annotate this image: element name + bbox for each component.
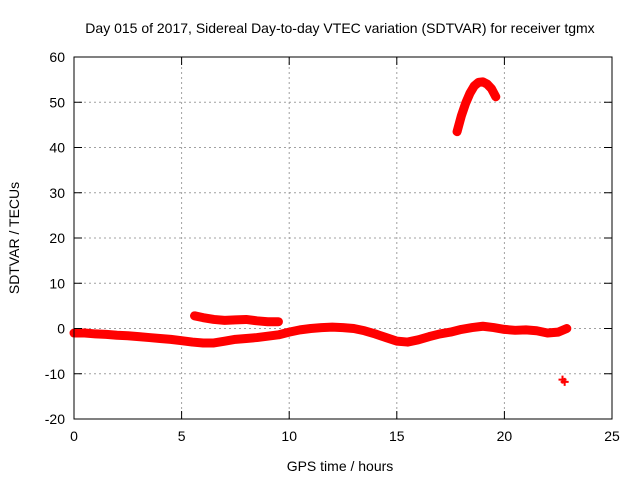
data-point: [134, 332, 143, 341]
data-point: [521, 325, 530, 334]
series-line: [452, 77, 501, 137]
y-tick-label: 30: [49, 185, 65, 201]
y-tick-label: -10: [45, 366, 65, 382]
data-point: [328, 323, 337, 332]
data-point: [274, 330, 283, 339]
series-isolated: [558, 375, 569, 386]
data-point: [145, 333, 154, 342]
data-point: [392, 337, 401, 346]
data-point: [263, 317, 272, 326]
grid: [74, 57, 612, 419]
y-tick-label: 20: [49, 230, 65, 246]
series-upper-segment: [190, 311, 283, 327]
data-point: [425, 332, 434, 341]
axis-ticks: -20 -10 0 10 20 30 40 50 60 0 5 10 15 20 25: [45, 49, 620, 444]
data-point: [532, 326, 541, 335]
data-point: [470, 81, 479, 90]
data-point: [199, 338, 208, 347]
data-point: [156, 334, 165, 343]
data-point: [478, 322, 487, 331]
x-tick-label: 25: [604, 428, 620, 444]
data-point: [317, 323, 326, 332]
chart-title: Day 015 of 2017, Sidereal Day-to-day VTE…: [85, 20, 594, 36]
data-point: [231, 315, 240, 324]
data-point: [242, 315, 251, 324]
x-axis-label: GPS time / hours: [287, 458, 394, 474]
data-point: [263, 332, 272, 341]
data-point: [457, 111, 466, 120]
data-point: [483, 80, 492, 89]
data-point: [295, 325, 304, 334]
data-point: [461, 99, 470, 108]
data-point: [453, 127, 462, 136]
data-point: [414, 335, 423, 344]
data-point: [252, 333, 261, 342]
data-point: [242, 334, 251, 343]
data-point: [465, 89, 474, 98]
data-point: [562, 324, 571, 333]
data-point: [457, 325, 466, 334]
series-arc: [452, 77, 501, 137]
x-tick-label: 20: [497, 428, 513, 444]
data-point: [403, 338, 412, 347]
data-point: [339, 323, 347, 332]
data-point: [123, 331, 132, 340]
y-tick-label: 40: [49, 140, 65, 156]
data-point: [177, 336, 186, 345]
data-point: [349, 324, 358, 333]
data-point: [190, 311, 199, 320]
data-point: [102, 330, 111, 339]
data-point: [188, 338, 197, 347]
data-point: [252, 316, 261, 325]
y-tick-label: -20: [45, 411, 65, 427]
data-point: [199, 313, 208, 322]
y-tick-label: 60: [49, 49, 65, 65]
data-point: [209, 338, 218, 347]
data-point: [113, 331, 122, 340]
data-point: [560, 377, 569, 386]
series-group: [69, 77, 572, 386]
data-point: [511, 326, 520, 335]
y-axis-label: SDTVAR / TECUs: [6, 182, 22, 294]
x-tick-label: 15: [389, 428, 405, 444]
data-point: [468, 323, 477, 332]
data-point: [554, 328, 563, 337]
data-point: [209, 315, 218, 324]
data-point: [220, 316, 229, 325]
data-point: [274, 317, 283, 326]
y-tick-label: 0: [57, 321, 65, 337]
data-point: [491, 92, 500, 101]
data-point: [285, 328, 294, 337]
data-point: [80, 329, 89, 338]
x-tick-label: 10: [281, 428, 297, 444]
data-point: [371, 329, 380, 338]
data-point: [220, 337, 229, 346]
x-tick-label: 5: [178, 428, 186, 444]
data-point: [360, 326, 369, 335]
x-tick-label: 0: [70, 428, 78, 444]
data-point: [543, 329, 552, 338]
data-point: [489, 323, 498, 332]
data-point: [231, 335, 240, 344]
data-point: [446, 328, 455, 337]
data-point: [500, 325, 509, 334]
series-main-trace: [69, 321, 572, 348]
data-point: [166, 335, 175, 344]
data-point: [487, 84, 496, 93]
y-tick-label: 10: [49, 275, 65, 291]
data-point: [478, 77, 487, 86]
data-point: [91, 329, 100, 338]
y-tick-label: 50: [49, 94, 65, 110]
data-point: [306, 324, 315, 333]
data-point: [435, 329, 444, 338]
data-point: [382, 333, 391, 342]
